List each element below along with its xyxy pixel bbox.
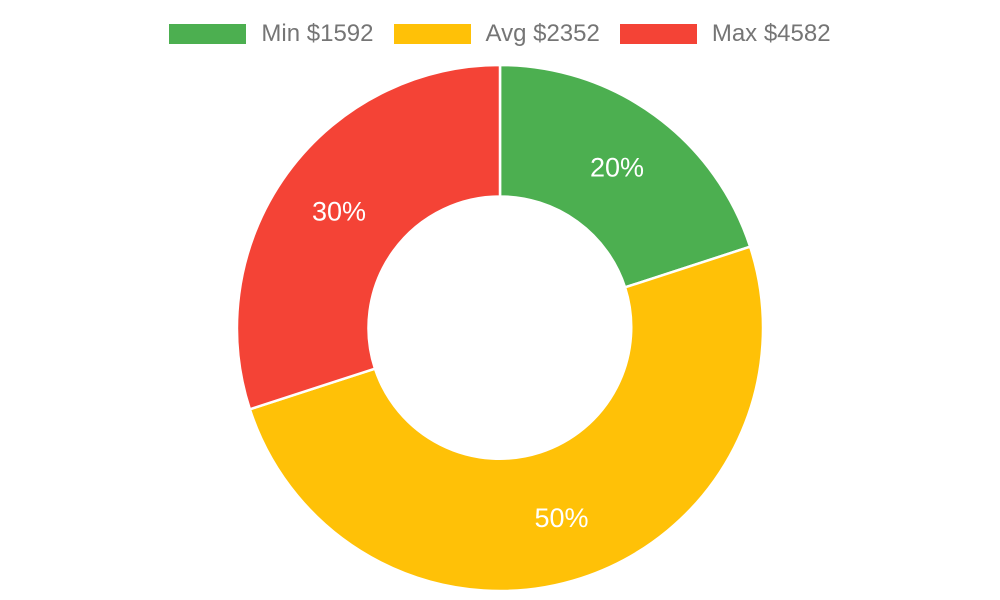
legend-label-max: Max $4582: [711, 20, 831, 47]
legend-swatch-max: [619, 24, 697, 44]
slice-percent-label-avg: 50%: [534, 503, 588, 533]
legend: Min $1592 Avg $2352 Max $4582: [0, 22, 1000, 46]
legend-swatch-avg: [393, 24, 471, 44]
legend-item-max[interactable]: Max $4582: [619, 20, 831, 47]
pie-slice-avg[interactable]: [248, 245, 765, 593]
slice-percent-label-min: 20%: [590, 152, 644, 182]
legend-item-min[interactable]: Min $1592: [169, 20, 374, 47]
pie-slice-min[interactable]: [498, 63, 752, 289]
legend-swatch-min: [169, 24, 247, 44]
legend-item-avg[interactable]: Avg $2352: [393, 20, 600, 47]
legend-label-min: Min $1592: [261, 20, 374, 47]
pie-slice-max[interactable]: [235, 63, 502, 411]
legend-label-avg: Avg $2352: [485, 20, 600, 47]
slice-percent-label-max: 30%: [312, 196, 366, 226]
